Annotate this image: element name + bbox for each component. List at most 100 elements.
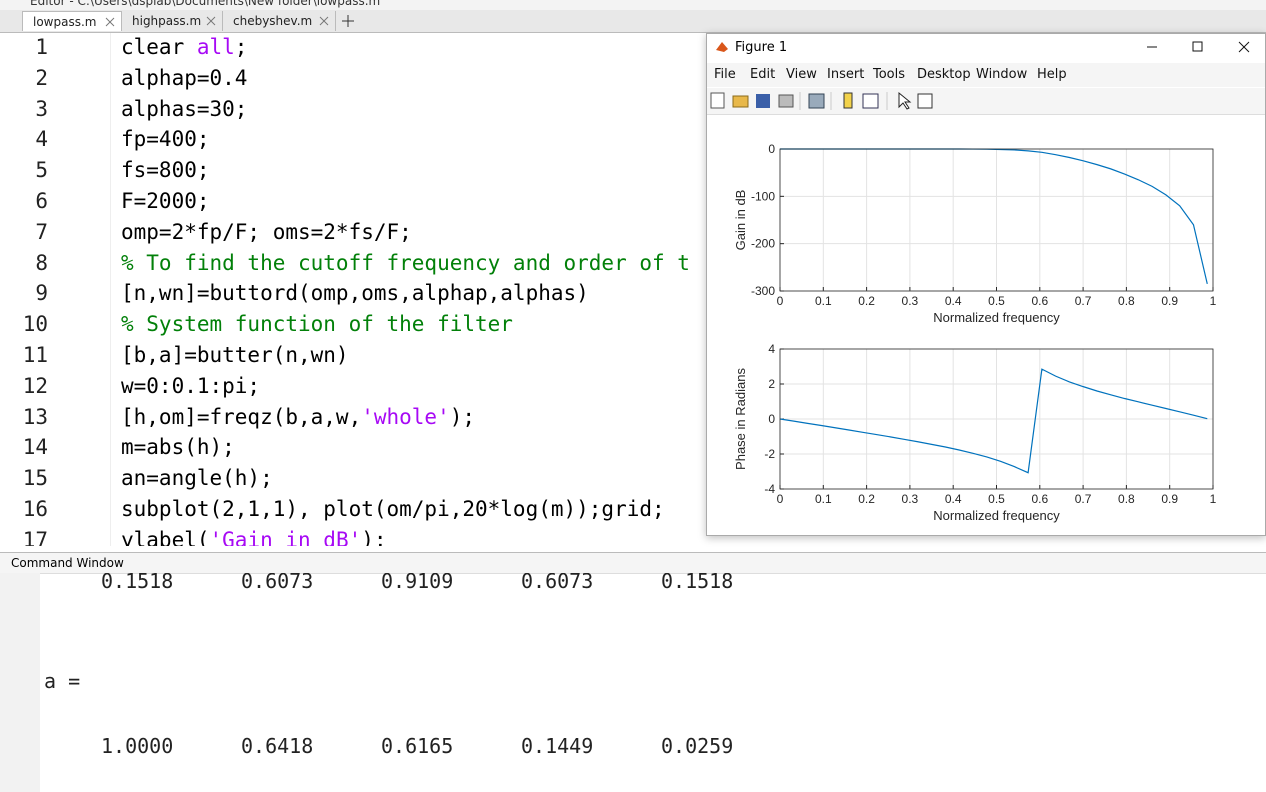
menu-item[interactable]: Help [1037, 67, 1067, 82]
code-token: % To find the cutoff frequency and order… [121, 250, 690, 275]
output-value: 0.1518 [101, 573, 174, 593]
x-tick-label: 0.8 [1118, 294, 1135, 308]
code-token: ); [449, 404, 476, 429]
code-line: [h,om]=freqz(b,a,w,'whole'); [121, 405, 475, 429]
toolbar [707, 88, 1265, 115]
command-window[interactable]: 0.1518 0.6073 0.9109 0.6073 0.1518 a = 1.0000 0… [0, 573, 1266, 792]
code-token: [b,a]=butter(n,wn) [121, 343, 349, 367]
x-tick-label: 0.9 [1161, 492, 1178, 506]
code-token: ; [234, 35, 248, 59]
code-token: alphap=0.4 [121, 65, 248, 90]
window-title: Editor - C:\Users\dsplab\Documents\New f… [30, 0, 381, 8]
code-token: ); [361, 527, 387, 546]
output-value: 0.1518 [661, 573, 734, 593]
output-value: 0.6073 [521, 573, 594, 593]
tab-close [105, 17, 115, 27]
x-tick-label: 0.9 [1161, 294, 1178, 308]
tab[interactable]: lowpass.m [22, 11, 122, 31]
menu-item[interactable]: Insert [827, 67, 865, 82]
code-token: omp=2*fp/F; oms=2*fs/F; [121, 219, 412, 244]
x-tick-label: 0.7 [1075, 294, 1092, 308]
x-tick-label: 0 [777, 294, 784, 308]
output-value: 0.6073 [241, 573, 314, 593]
line-number: 3 [35, 96, 48, 121]
code-line: clear all; [121, 35, 247, 59]
code-editor[interactable]: 1 clear all; 2 alphap=0.4 3 alphas=30; 4 fp=400… [0, 33, 1266, 546]
x-axis-label: Normalized frequency [933, 508, 1060, 523]
tab[interactable]: chebyshev.m [223, 11, 336, 31]
x-tick-label: 0.1 [815, 492, 832, 506]
code-line: alphas=30; [121, 97, 247, 121]
x-tick-label: 1 [1210, 492, 1217, 506]
x-tick-label: 0.2 [858, 294, 875, 308]
plot-area: 0 0.1 0.2 0.3 0.4 0.5 0.6 0.7 0.8 0.9 1-300-200-10… [733, 142, 1217, 523]
code-token: fp=400; [121, 127, 210, 152]
line-number: 6 [35, 189, 48, 213]
y-tick-label: 0 [768, 142, 775, 156]
code-token: 'whole' [361, 404, 450, 429]
line-number: 15 [22, 466, 48, 491]
output-value: 0.6165 [381, 734, 454, 758]
code-token: F=2000; [121, 189, 210, 213]
tab-label: lowpass.m [33, 15, 97, 29]
tab-label: chebyshev.m [233, 14, 313, 28]
x-tick-label: 0.3 [902, 294, 919, 308]
output-value: 0.0259 [661, 734, 734, 758]
menu-item[interactable]: Window [976, 67, 1028, 82]
code-line: % System function of the filter [121, 312, 513, 336]
x-tick-label: 0.6 [1031, 492, 1048, 506]
toolbar-icons[interactable] [707, 88, 1265, 114]
window-controls[interactable] [1137, 34, 1265, 61]
tab-label: highpass.m [132, 14, 202, 28]
code-line: w=0:0.1:pi; [121, 374, 260, 398]
line-number: 17 [22, 527, 48, 546]
figure-title-bar: Figure 1 [707, 34, 1265, 61]
code-token: subplot(2,1,1), plot(om/pi,20*log(m));gr… [121, 497, 665, 521]
menu-item[interactable]: Tools [873, 67, 906, 82]
y-tick-label: -100 [751, 189, 775, 203]
menu-item[interactable]: View [786, 67, 817, 82]
menu-item[interactable]: Desktop [917, 67, 971, 82]
gutter-line [110, 33, 111, 546]
x-tick-label: 0.8 [1118, 492, 1135, 506]
command-window-header: Command Window [0, 552, 1266, 574]
menu-item[interactable]: Edit [750, 67, 776, 82]
line-number: 13 [22, 404, 48, 429]
x-tick-label: 0 [777, 492, 784, 506]
code-line: an=angle(h); [121, 466, 273, 490]
line-number: 4 [35, 127, 48, 152]
code-line: fs=800; [121, 158, 210, 182]
new-tab[interactable] [338, 11, 358, 31]
panel-title: Command Window [11, 556, 124, 570]
matlab-icon [716, 42, 728, 52]
output-value: 0.6418 [241, 734, 314, 758]
code-token: w=0:0.1:pi; [121, 373, 261, 398]
output-value: 0.9109 [381, 573, 454, 593]
data-line [779, 368, 1208, 474]
y-tick-label: -200 [751, 237, 775, 251]
y-tick-label: -2 [764, 447, 775, 461]
code-token: [n,wn]=buttord(omp,oms,alphap,alphas) [121, 281, 589, 306]
line-number: 8 [35, 250, 48, 275]
code-line: ylabel('Gain in dB'); [121, 528, 387, 546]
y-tick-label: -4 [764, 482, 775, 496]
output-value: 0.1449 [521, 734, 594, 758]
code-line: fp=400; [121, 127, 210, 151]
code-line: omp=2*fp/F; oms=2*fs/F; [121, 220, 412, 244]
tab-close [319, 16, 329, 26]
line-number: 14 [22, 435, 48, 460]
x-tick-label: 0.1 [815, 294, 832, 308]
tab[interactable]: highpass.m [122, 11, 223, 31]
x-tick-label: 0.2 [858, 492, 875, 506]
menu-item[interactable]: File [714, 67, 736, 82]
figure-window: Figure 1 File Edit View Insert Tools Desktop W… [706, 33, 1266, 536]
line-number: 9 [35, 281, 48, 306]
code-token: an=angle(h); [121, 466, 273, 491]
code-line: F=2000; [121, 189, 210, 213]
tab-bar: lowpass.m highpass.m chebyshev.m [0, 10, 1266, 33]
command-gutter [0, 573, 40, 792]
line-number: 5 [35, 158, 48, 183]
line-number: 11 [22, 343, 48, 367]
x-tick-label: 0.4 [945, 294, 962, 308]
